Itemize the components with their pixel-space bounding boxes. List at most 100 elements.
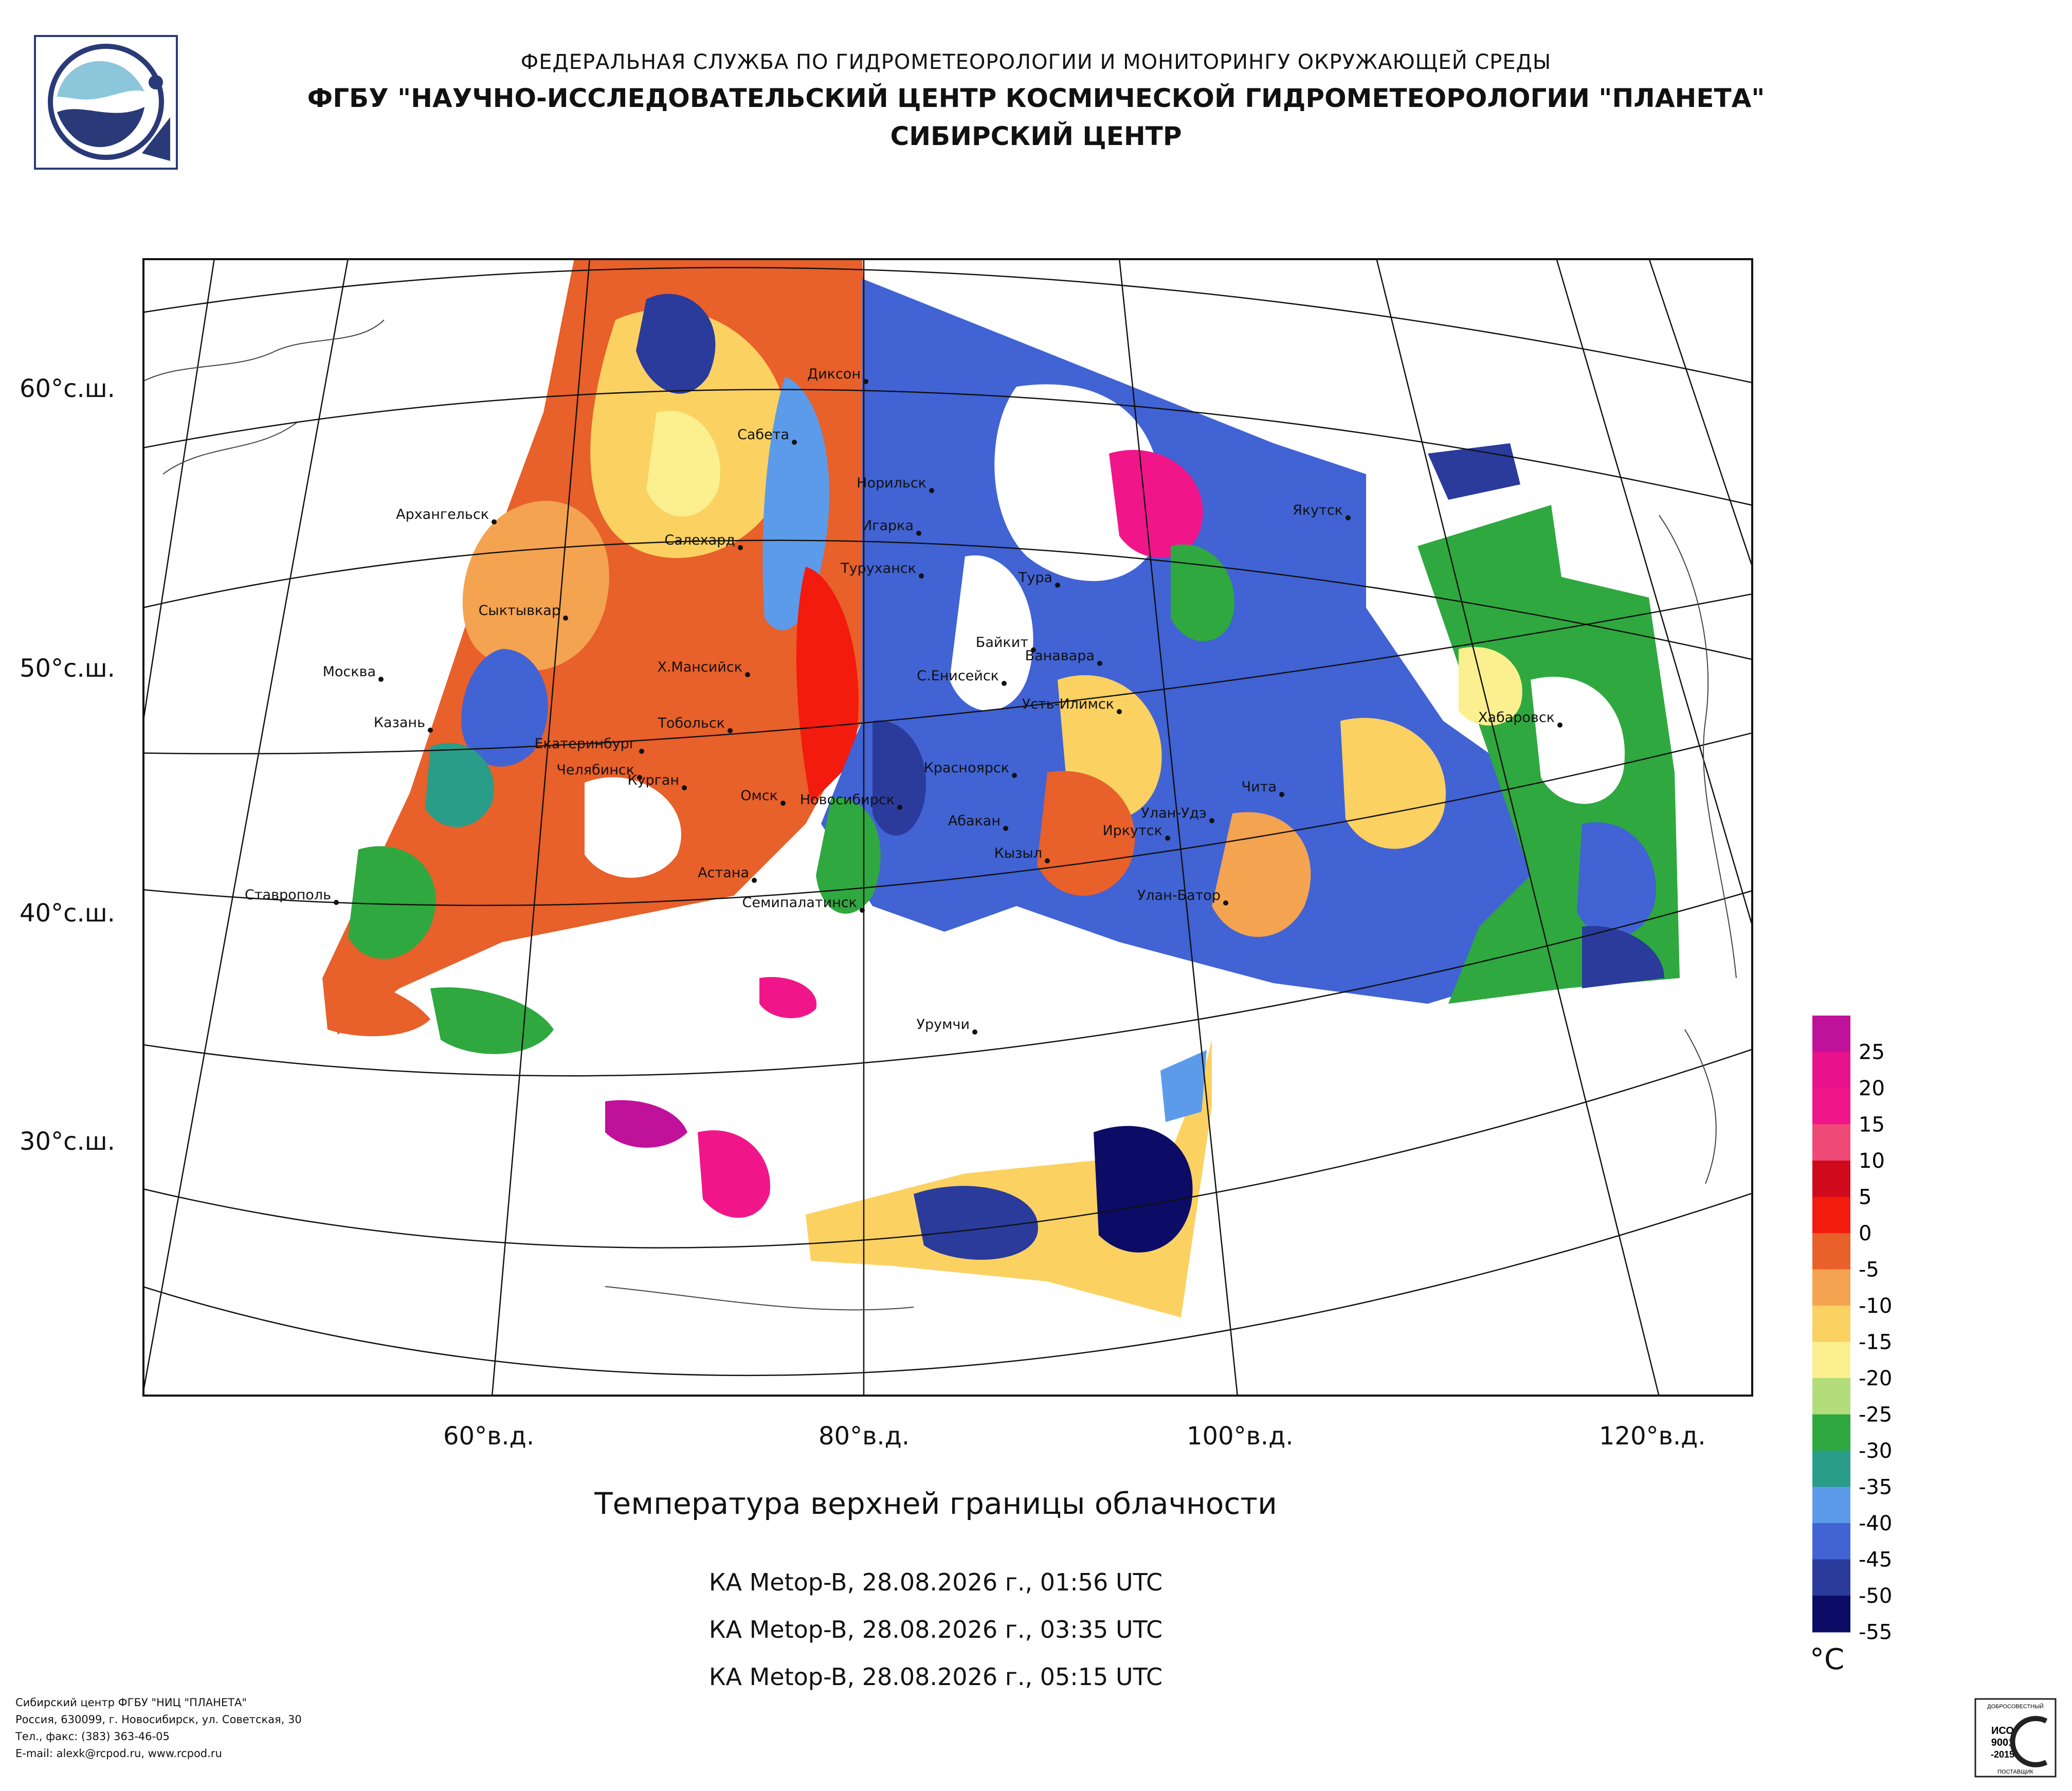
city-dot bbox=[919, 573, 924, 578]
city-34: Улан-Батор bbox=[1137, 888, 1228, 906]
city-label: Красноярск bbox=[924, 760, 1009, 776]
legend-label-8: -15 bbox=[1859, 1331, 1892, 1354]
legend-label-7: -10 bbox=[1859, 1294, 1892, 1318]
lon-label-100: 100°в.д. bbox=[1187, 1422, 1294, 1451]
city-dot bbox=[1002, 681, 1007, 686]
footer-line-org: Сибирский центр ФГБУ "НИЦ "ПЛАНЕТА" bbox=[15, 1696, 247, 1709]
city-label: Норильск bbox=[857, 475, 926, 491]
iso-bottom-text: ПОСТАВЩИК bbox=[1997, 1769, 2033, 1775]
temperature-legend: 25 20 15 10 5 0 -5 -10 -15 -20 -25 -30 -35 -40 -45 -50 -… bbox=[1812, 1016, 1892, 1644]
city-31: Астана bbox=[698, 865, 757, 883]
legend-swatch-2 bbox=[1812, 1088, 1850, 1125]
city-28: Улан-Удэ bbox=[1141, 805, 1214, 823]
city-label: Чита bbox=[1242, 779, 1277, 795]
legend-unit: °C bbox=[1810, 1643, 1845, 1676]
legend-label-14: -45 bbox=[1859, 1548, 1892, 1572]
city-label: Челябинск bbox=[556, 762, 634, 778]
city-13: Москва bbox=[323, 664, 384, 682]
city-12: Ванавара bbox=[1025, 648, 1102, 666]
city-14: Х.Мансийск bbox=[657, 659, 750, 677]
city-19: Екатеринбург bbox=[534, 736, 644, 754]
city-27: Абакан bbox=[948, 813, 1008, 831]
city-20: Хабаровск bbox=[1478, 710, 1562, 728]
city-dot bbox=[1031, 647, 1036, 653]
city-11: Байкит bbox=[976, 635, 1036, 653]
city-dot bbox=[1557, 722, 1562, 728]
city-label: Хабаровск bbox=[1478, 710, 1555, 726]
satellite-pass-1: КА Metop-B, 28.08.2026 г., 01:56 UTC bbox=[708, 1568, 1163, 1596]
lon-label-80: 80°в.д. bbox=[819, 1422, 910, 1451]
city-label: Ванавара bbox=[1025, 648, 1095, 664]
legend-label-10: -25 bbox=[1859, 1403, 1892, 1427]
city-label: Тура bbox=[1018, 570, 1052, 586]
city-6: Архангельск bbox=[396, 506, 497, 524]
city-7: Салехард bbox=[664, 532, 743, 550]
city-17: Казань bbox=[374, 715, 433, 733]
city-5: Туруханск bbox=[840, 560, 924, 578]
city-markers: Диксон Сабета Норильск Игарка Туруханск Архан… bbox=[245, 366, 1562, 1035]
city-29: Иркутск bbox=[1102, 823, 1170, 841]
planeta-logo bbox=[34, 35, 178, 170]
longitude-lines bbox=[142, 258, 1753, 1397]
footer-line-phone: Тел., факс: (383) 363-46-05 bbox=[15, 1730, 170, 1743]
city-label: Сабета bbox=[737, 427, 789, 443]
city-dot bbox=[492, 519, 497, 524]
city-dot bbox=[1097, 661, 1102, 666]
footer-line-email: E-mail: alexk@rcpod.ru, www.rcpod.ru bbox=[15, 1747, 222, 1760]
lat-label-60: 60°с.ш. bbox=[20, 374, 115, 403]
header-line-1: ФЕДЕРАЛЬНАЯ СЛУЖБА ПО ГИДРОМЕТЕОРОЛОГИИ … bbox=[520, 50, 1552, 74]
legend-label-0: 25 bbox=[1859, 1041, 1885, 1064]
city-15: С.Енисейск bbox=[917, 668, 1007, 686]
city-10: Сыктывкар bbox=[479, 603, 568, 621]
legend-swatch-1 bbox=[1812, 1052, 1850, 1089]
city-dot bbox=[378, 677, 384, 682]
city-25: Чита bbox=[1242, 779, 1284, 797]
city-9: Якутск bbox=[1293, 502, 1351, 520]
city-dot bbox=[752, 878, 757, 883]
legend-label-5: 0 bbox=[1859, 1222, 1871, 1245]
city-22: Курган bbox=[627, 772, 687, 790]
city-label: Ставрополь bbox=[245, 887, 331, 903]
legend-label-13: -40 bbox=[1859, 1512, 1892, 1535]
city-dot bbox=[1279, 792, 1284, 797]
legend-swatch-15 bbox=[1812, 1559, 1850, 1596]
city-dot bbox=[1346, 515, 1351, 520]
city-23: Красноярск bbox=[924, 760, 1017, 778]
city-dot bbox=[1117, 709, 1122, 714]
header-line-2: ФГБУ "НАУЧНО-ИССЛЕДОВАТЕЛЬСКИЙ ЦЕНТР КОС… bbox=[307, 83, 1765, 113]
legend-swatch-10 bbox=[1812, 1378, 1850, 1415]
iso-certification-badge: ДОБРОСОВЕСТНЫЙ ИСО 9001 -2015 ПОСТАВЩИК bbox=[1974, 1698, 2057, 1778]
legend-swatch-14 bbox=[1812, 1523, 1850, 1560]
legend-swatch-7 bbox=[1812, 1269, 1850, 1306]
city-24: Омск bbox=[740, 788, 786, 806]
city-label: Байкит bbox=[976, 635, 1028, 650]
city-dot bbox=[745, 672, 750, 677]
city-dot bbox=[738, 545, 743, 550]
city-32: Ставрополь bbox=[245, 887, 339, 905]
city-label: Курган bbox=[627, 772, 679, 788]
city-label: Усть-Илимск bbox=[1022, 696, 1114, 712]
city-label: Казань bbox=[374, 715, 425, 731]
legend-swatch-12 bbox=[1812, 1451, 1850, 1488]
iso-mid3: -2015 bbox=[1991, 1749, 2014, 1760]
city-dot bbox=[1003, 826, 1008, 831]
lat-label-40: 40°с.ш. bbox=[20, 899, 115, 928]
satellite-pass-2: КА Metop-B, 28.08.2026 г., 03:35 UTC bbox=[708, 1616, 1163, 1643]
city-dot bbox=[1165, 836, 1170, 841]
contact-footer: Сибирский центр ФГБУ "НИЦ "ПЛАНЕТА" Росс… bbox=[15, 1694, 302, 1762]
city-dot bbox=[563, 616, 568, 621]
city-label: Тобольск bbox=[657, 715, 725, 731]
legend-label-11: -30 bbox=[1859, 1439, 1892, 1463]
latitude-lines bbox=[142, 267, 1753, 1377]
city-label: Екатеринбург bbox=[534, 736, 637, 752]
city-label: Туруханск bbox=[840, 560, 916, 576]
city-26: Новосибирск bbox=[800, 792, 902, 810]
city-label: Абакан bbox=[948, 813, 1001, 829]
city-dot bbox=[863, 379, 868, 384]
iso-top-text: ДОБРОСОВЕСТНЫЙ bbox=[1987, 1703, 2044, 1710]
city-label: Салехард bbox=[664, 532, 735, 548]
city-label: Диксон bbox=[807, 366, 861, 382]
legend-label-9: -20 bbox=[1859, 1367, 1892, 1390]
legend-label-15: -50 bbox=[1859, 1584, 1892, 1608]
lon-label-60: 60°в.д. bbox=[443, 1422, 535, 1451]
